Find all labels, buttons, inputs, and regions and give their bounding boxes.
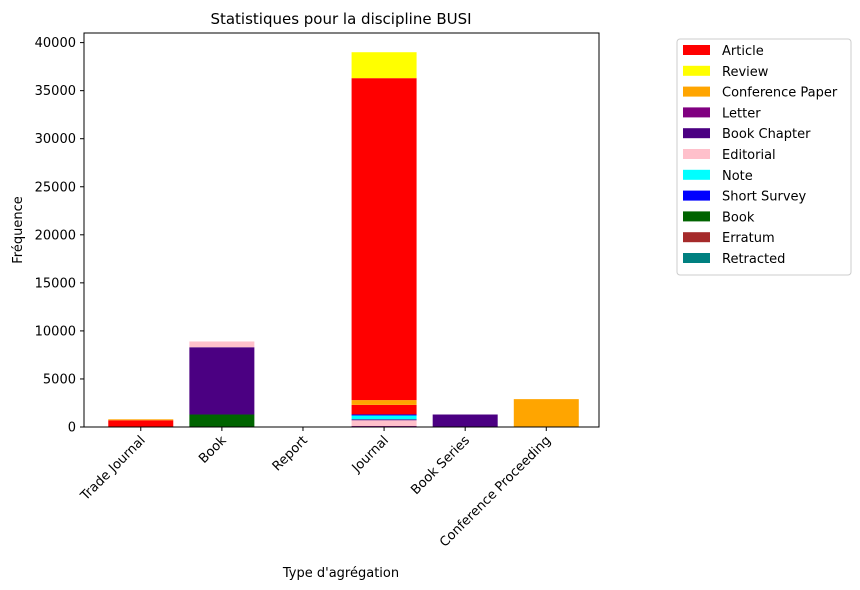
legend-label: Erratum [722, 231, 775, 246]
y-tick-label: 0 [68, 421, 76, 436]
legend-frame [676, 38, 852, 276]
legend-label: Book [722, 210, 755, 225]
bars-layer [108, 52, 579, 427]
legend-swatch [683, 149, 710, 159]
y-tick-label: 25000 [35, 180, 76, 195]
x-tick-label: Book [196, 433, 230, 467]
y-tick-label: 20000 [35, 228, 76, 243]
chart-title: Statistiques pour la discipline BUSI [210, 10, 471, 28]
x-axis: Trade Journal Book Report Journal Book Serie… [77, 427, 554, 550]
bar-segment [351, 404, 417, 415]
legend-swatch [683, 128, 710, 139]
legend-swatch [683, 86, 710, 97]
legend-swatch [683, 45, 710, 55]
y-axis-label: Fréquence [11, 196, 26, 263]
x-tick-label: Journal [349, 433, 392, 476]
legend-label: Article [722, 44, 764, 59]
bar-segment [351, 420, 417, 427]
x-tick-label: Book Series [408, 433, 473, 498]
legend-label: Retracted [722, 252, 785, 267]
legend-swatch [683, 190, 710, 201]
bar-segment [351, 419, 417, 421]
bar-segment [189, 347, 255, 415]
legend-swatch [683, 65, 710, 76]
x-axis-label: Type d'agrégation [282, 566, 399, 581]
x-tick-label: Report [270, 433, 311, 474]
legend-swatch [683, 169, 710, 180]
bar-segment [351, 400, 417, 405]
bar-segment [189, 414, 255, 427]
y-tick-label: 5000 [43, 372, 76, 387]
legend: Article Review Conference Paper Letter Book … [676, 38, 852, 276]
legend-label: Letter [722, 106, 761, 121]
bar-segment [351, 415, 417, 420]
bar-segment [432, 414, 498, 427]
bar-segment [189, 341, 255, 348]
y-tick-label: 40000 [35, 36, 76, 51]
bar-segment [108, 419, 174, 421]
legend-label: Note [722, 169, 753, 184]
plot-frame [83, 32, 600, 428]
bar-segment [108, 420, 174, 427]
bar-segment [351, 52, 417, 79]
legend-swatch [683, 253, 710, 263]
legend-label: Book Chapter [722, 127, 811, 142]
y-tick-label: 10000 [35, 324, 76, 339]
bar-segment [513, 399, 579, 427]
y-tick-label: 30000 [35, 132, 76, 147]
x-tick-label: Trade Journal [77, 433, 148, 504]
bar-segment [351, 78, 417, 401]
legend-swatch [683, 232, 710, 243]
y-tick-label: 35000 [35, 84, 76, 99]
legend-label: Review [722, 65, 769, 80]
legend-label: Short Survey [722, 190, 807, 205]
legend-swatch [683, 107, 710, 118]
y-tick-label: 15000 [35, 276, 76, 291]
legend-label: Editorial [722, 148, 776, 163]
bar-segment [351, 414, 417, 416]
y-axis: 0 5000 10000 15000 20000 25000 30000 35000 40000 [35, 36, 84, 436]
legend-swatch [683, 211, 710, 222]
legend-label: Conference Paper [722, 86, 838, 101]
